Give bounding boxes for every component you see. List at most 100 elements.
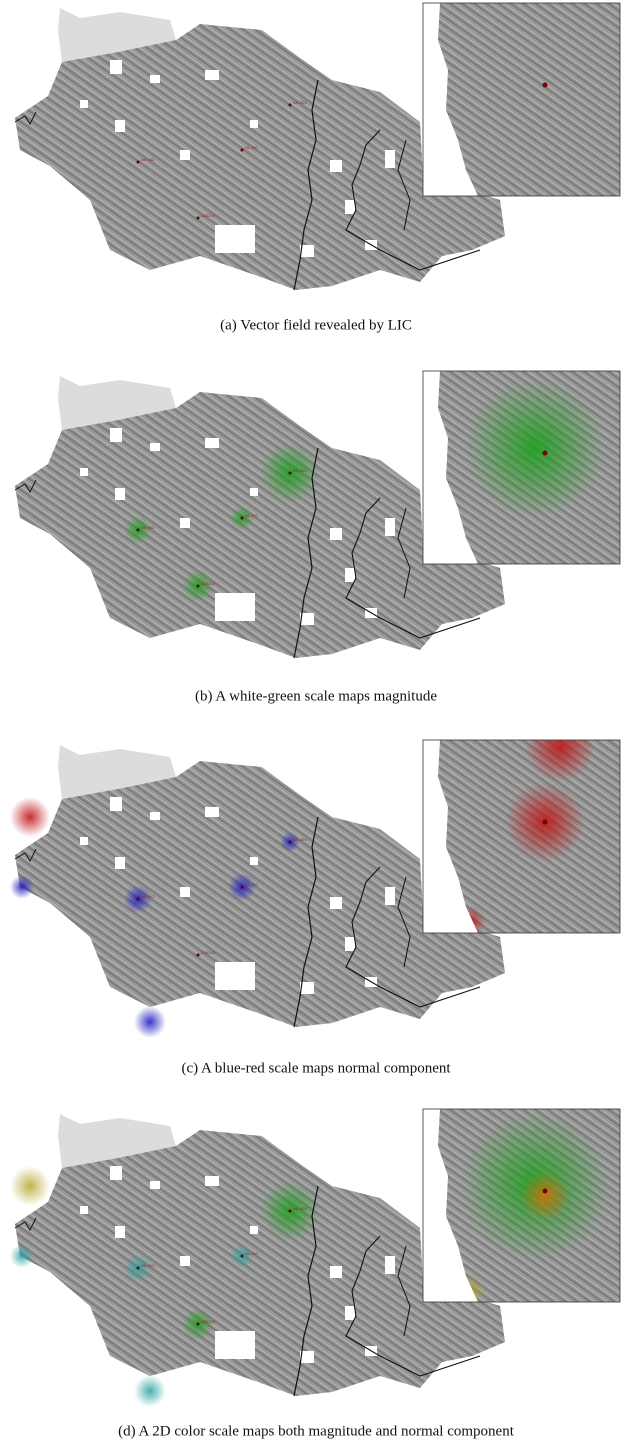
color-overlay xyxy=(520,1171,570,1221)
well-label: A3021S xyxy=(201,1319,216,1324)
well-marker xyxy=(137,1267,140,1270)
panel: NK-003 NK-002 NL-001 A3021S xyxy=(10,1109,620,1407)
data-gap xyxy=(80,837,88,845)
color-overlay xyxy=(10,875,34,899)
well-marker xyxy=(241,886,244,889)
inset-well xyxy=(543,451,548,456)
inset xyxy=(423,371,620,564)
well-label: NK-002 xyxy=(141,525,155,530)
figure: NK-003 NK-002 NL-001 A3021S (a) Vector field… xyxy=(0,0,633,1449)
data-gap xyxy=(80,100,88,108)
inset-well xyxy=(543,1189,548,1194)
well-label: NK-003 xyxy=(293,468,307,473)
data-gap xyxy=(215,593,255,621)
inset xyxy=(423,712,620,938)
data-gap xyxy=(205,1176,219,1186)
color-overlay xyxy=(10,797,50,837)
well-marker xyxy=(197,217,200,220)
data-gap xyxy=(180,518,190,528)
data-gap xyxy=(150,1181,160,1189)
data-gap xyxy=(180,887,190,897)
data-gap xyxy=(115,120,125,132)
data-gap xyxy=(345,937,355,951)
well-label: A3021S xyxy=(201,950,216,955)
data-gap xyxy=(385,887,395,905)
data-gap xyxy=(80,468,88,476)
data-gap xyxy=(205,70,219,80)
well-label: NL-001 xyxy=(245,513,259,518)
well-label: NK-002 xyxy=(141,894,155,899)
data-gap xyxy=(345,200,355,214)
well-marker xyxy=(241,149,244,152)
data-gap xyxy=(180,1256,190,1266)
data-gap xyxy=(215,1331,255,1359)
data-gap xyxy=(385,150,395,168)
well-label: NK-002 xyxy=(141,1263,155,1268)
well-marker xyxy=(137,529,140,532)
well-label: A3021S xyxy=(201,581,216,586)
well-marker xyxy=(289,104,292,107)
well-marker xyxy=(241,517,244,520)
data-gap xyxy=(110,60,122,74)
well-marker xyxy=(289,1210,292,1213)
data-gap xyxy=(180,150,190,160)
data-gap xyxy=(150,443,160,451)
data-gap xyxy=(345,1306,355,1320)
well-label: NK-003 xyxy=(293,100,307,105)
well-marker xyxy=(197,585,200,588)
data-gap xyxy=(330,528,342,540)
data-gap xyxy=(205,807,219,817)
data-gap xyxy=(205,438,219,448)
data-gap xyxy=(385,518,395,536)
data-gap xyxy=(110,428,122,442)
data-gap xyxy=(250,488,258,496)
inset-well xyxy=(543,83,548,88)
data-gap xyxy=(345,568,355,582)
data-gap xyxy=(115,1226,125,1238)
well-label: NL-001 xyxy=(245,882,259,887)
caption: (c) A blue-red scale maps normal compone… xyxy=(181,1060,451,1076)
well-marker xyxy=(137,161,140,164)
caption: (a) Vector field revealed by LIC xyxy=(220,317,412,333)
well-label: NL-001 xyxy=(245,145,259,150)
well-marker xyxy=(197,954,200,957)
data-gap xyxy=(110,797,122,811)
inset xyxy=(423,3,620,196)
data-gap xyxy=(215,962,255,990)
well-label: NK-002 xyxy=(141,157,155,162)
color-overlay xyxy=(134,1375,166,1407)
well-label: NK-003 xyxy=(293,1206,307,1211)
well-marker xyxy=(289,841,292,844)
data-gap xyxy=(215,225,255,253)
data-gap xyxy=(110,1166,122,1180)
well-marker xyxy=(137,898,140,901)
data-gap xyxy=(250,857,258,865)
inset-well xyxy=(543,820,548,825)
data-gap xyxy=(150,812,160,820)
well-marker xyxy=(197,1323,200,1326)
color-overlay xyxy=(10,1166,50,1206)
color-overlay xyxy=(465,378,605,518)
well-label: NL-001 xyxy=(245,1251,259,1256)
well-label: NK-003 xyxy=(293,837,307,842)
caption: (b) A white-green scale maps magnitude xyxy=(195,688,437,704)
data-gap xyxy=(115,488,125,500)
data-gap xyxy=(250,120,258,128)
panel: NK-003 NK-002 NL-001 A3021S xyxy=(15,371,620,658)
inset xyxy=(423,1109,620,1307)
well-marker xyxy=(241,1255,244,1258)
data-gap xyxy=(385,1256,395,1274)
data-gap xyxy=(330,897,342,909)
data-gap xyxy=(330,1266,342,1278)
figure-canvas: NK-003 NK-002 NL-001 A3021S (a) Vector field… xyxy=(0,0,633,1449)
panel: NK-003 NK-002 NL-001 A3021S xyxy=(10,712,620,1038)
color-overlay xyxy=(525,712,595,782)
caption: (d) A 2D color scale maps both magnitude… xyxy=(118,1423,515,1439)
data-gap xyxy=(330,160,342,172)
data-gap xyxy=(80,1206,88,1214)
data-gap xyxy=(250,1226,258,1234)
data-gap xyxy=(150,75,160,83)
data-gap xyxy=(115,857,125,869)
color-overlay xyxy=(10,1244,34,1268)
